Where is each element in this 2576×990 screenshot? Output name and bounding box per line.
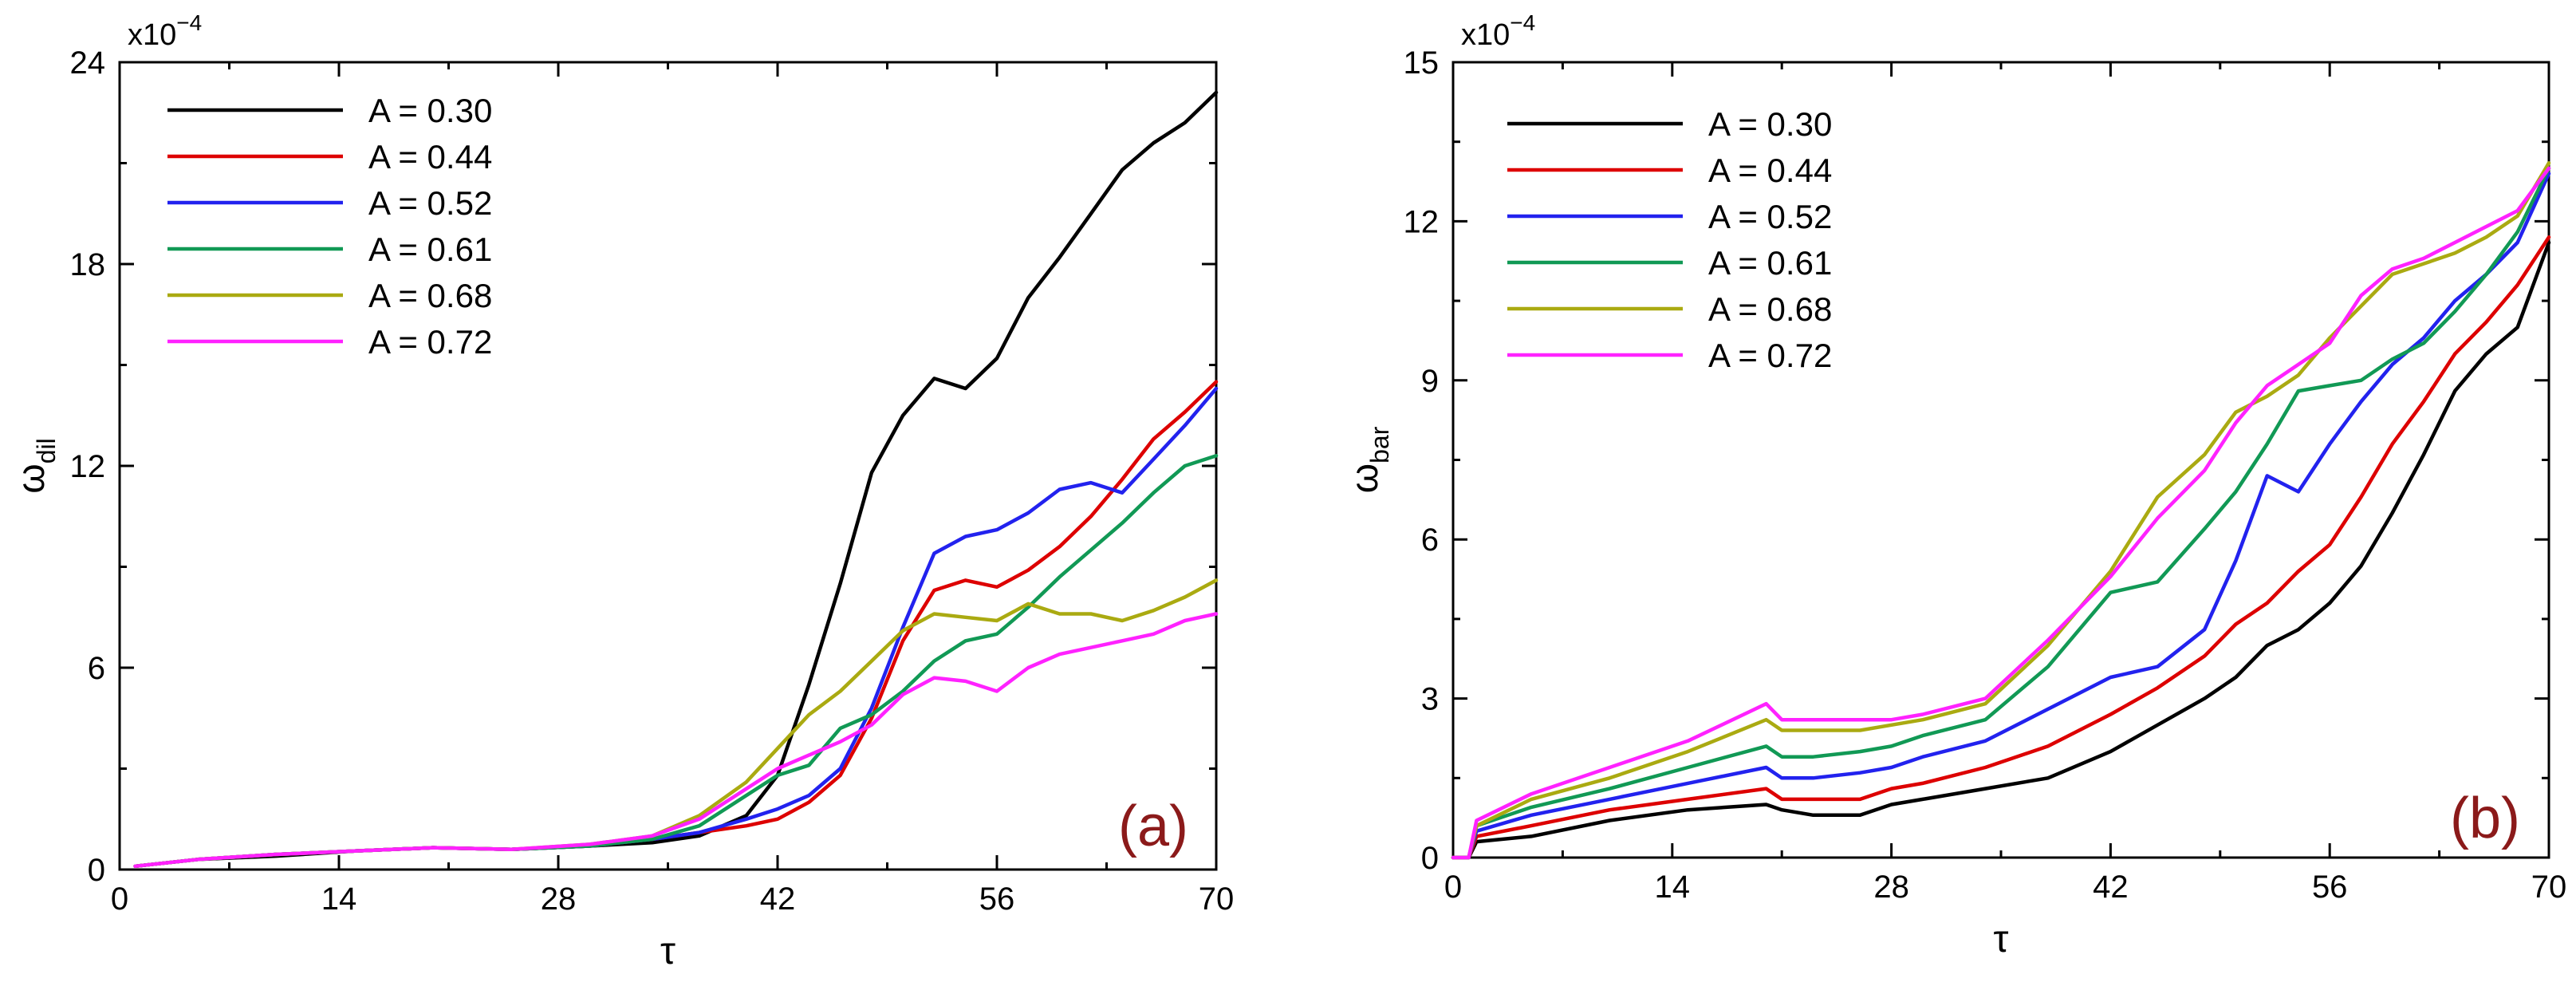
x-tick-label: 70 — [1199, 882, 1235, 917]
series-line-061 — [1451, 166, 2551, 860]
y-tick-label: 15 — [1404, 45, 1440, 81]
panel-label: (a) — [1118, 795, 1188, 858]
y-multiplier: x10−4 — [128, 10, 202, 52]
series-line-052 — [133, 386, 1219, 869]
panel-b: 0 14 28 42 56 70 0 3 6 9 12 15 x10−4 τ ωbar A = 0.30 A =… — [1344, 10, 2566, 960]
series-line-061 — [133, 454, 1219, 869]
x-tick-label: 14 — [1655, 870, 1691, 905]
x-tick-label: 0 — [111, 882, 128, 917]
legend-label: A = 0.72 — [368, 323, 492, 361]
y-tick-label: 12 — [70, 449, 106, 484]
x-tick-label: 70 — [2531, 870, 2567, 905]
series-line-072 — [133, 612, 1219, 869]
x-tick-label: 28 — [541, 882, 577, 917]
y-axis-label: ωbar — [1344, 426, 1394, 493]
legend-label: A = 0.30 — [1708, 105, 1832, 143]
x-tick-label: 0 — [1444, 870, 1462, 905]
y-tick-label: 0 — [88, 853, 105, 888]
y-tick-label: 12 — [1404, 204, 1440, 239]
series-line-044 — [133, 380, 1219, 869]
legend-label: A = 0.52 — [368, 184, 492, 222]
series-line-044 — [1451, 235, 2551, 860]
series-line-072 — [1451, 166, 2551, 860]
x-tick-label: 56 — [979, 882, 1015, 917]
series-line-030 — [133, 90, 1219, 869]
legend-label: A = 0.61 — [368, 231, 492, 268]
x-tick-label: 42 — [760, 882, 796, 917]
y-tick-label: 3 — [1421, 682, 1439, 717]
legend-label: A = 0.44 — [368, 138, 492, 176]
legend-label: A = 0.72 — [1708, 337, 1832, 374]
y-axis-label: ωdil — [10, 438, 61, 494]
y-tick-label: 6 — [1421, 523, 1439, 558]
x-axis-label: τ — [1994, 918, 2009, 960]
series-line-068 — [1451, 161, 2551, 860]
series-line-030 — [1451, 240, 2551, 860]
legend-label: A = 0.61 — [1708, 244, 1832, 282]
y-tick-label: 9 — [1421, 364, 1439, 399]
x-tick-label: 28 — [1873, 870, 1909, 905]
x-tick-label: 14 — [321, 882, 357, 917]
y-tick-label: 24 — [70, 45, 106, 81]
panel-a: 0 14 28 42 56 70 0 6 12 18 24 x10−4 τ ωdil A = 0.30 A =… — [10, 10, 1234, 972]
plot-frame — [118, 61, 1218, 871]
legend-label: A = 0.68 — [368, 277, 492, 314]
x-tick-label: 42 — [2093, 870, 2129, 905]
x-tick-label: 56 — [2312, 870, 2348, 905]
legend-label: A = 0.30 — [368, 92, 492, 129]
panel-label: (b) — [2450, 787, 2520, 850]
y-tick-label: 6 — [88, 651, 105, 686]
y-multiplier: x10−4 — [1461, 10, 1535, 52]
legend-label: A = 0.68 — [1708, 290, 1832, 328]
legend-label: A = 0.52 — [1708, 198, 1832, 235]
series-line-068 — [133, 578, 1219, 869]
x-axis-label: τ — [660, 930, 676, 972]
y-tick-label: 0 — [1421, 841, 1439, 876]
legend-label: A = 0.44 — [1708, 152, 1832, 189]
y-tick-label: 18 — [70, 247, 106, 282]
